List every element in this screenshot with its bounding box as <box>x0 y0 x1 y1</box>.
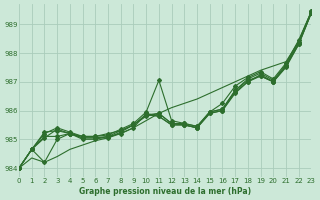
X-axis label: Graphe pression niveau de la mer (hPa): Graphe pression niveau de la mer (hPa) <box>79 187 251 196</box>
